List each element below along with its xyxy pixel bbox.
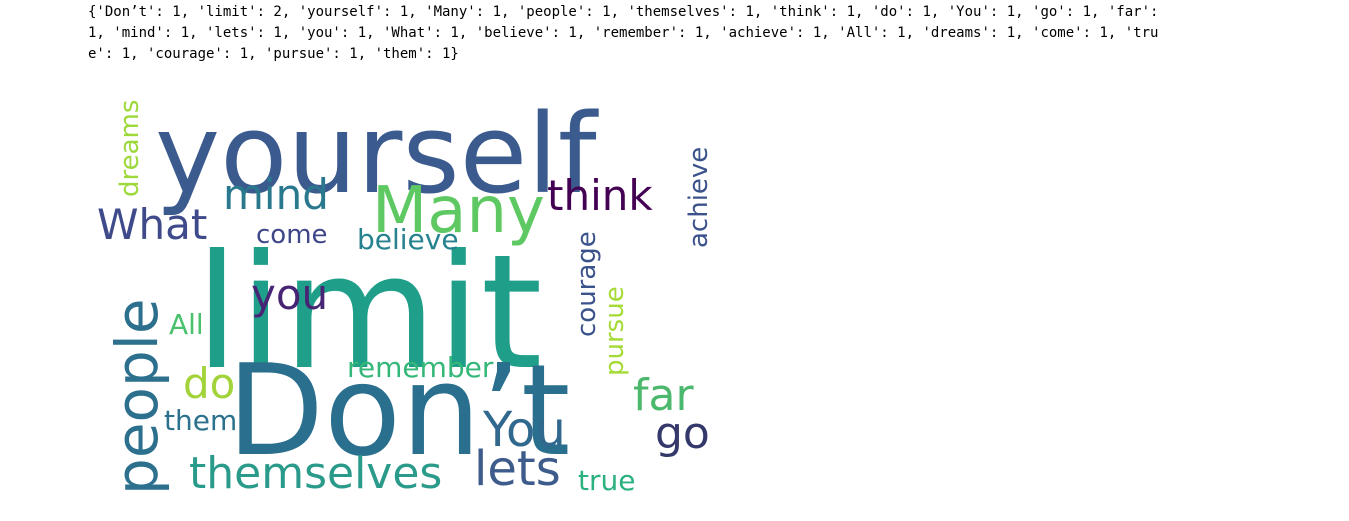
word-what: What xyxy=(97,200,207,249)
word-dont: Don’t xyxy=(227,337,570,484)
word-you: you xyxy=(251,270,328,319)
word-achieve: achieve xyxy=(684,147,714,248)
word-yourself: yourself xyxy=(155,90,599,218)
word-far: far xyxy=(633,370,694,421)
word-dreams: dreams xyxy=(115,100,145,197)
word-do: do xyxy=(183,359,235,408)
word-them: them xyxy=(164,404,237,437)
word-cloud-svg: limit yourself Don’t Many themselves thi… xyxy=(97,90,714,499)
word-you-cap: You xyxy=(482,402,566,458)
output-line: 1, 'mind': 1, 'lets': 1, 'you': 1, 'What… xyxy=(88,25,1159,41)
word-pursue: pursue xyxy=(600,286,630,376)
word-go: go xyxy=(655,408,710,459)
word-lets: lets xyxy=(474,441,561,497)
word-think: think xyxy=(547,171,653,220)
cell-output-text: {'Don’t': 1, 'limit': 2, 'yourself': 1, … xyxy=(88,2,1328,65)
word-mind: mind xyxy=(223,170,329,219)
word-true: true xyxy=(578,464,635,497)
word-remember: remember xyxy=(347,351,494,384)
word-many: Many xyxy=(372,174,545,248)
word-all: All xyxy=(169,308,204,341)
word-come: come xyxy=(256,220,328,250)
word-people: people xyxy=(103,298,171,495)
word-believe: believe xyxy=(357,223,459,256)
word-themselves: themselves xyxy=(189,448,442,499)
word-courage: courage xyxy=(572,231,602,337)
word-limit: limit xyxy=(195,221,543,405)
output-line: {'Don’t': 1, 'limit': 2, 'yourself': 1, … xyxy=(88,4,1159,20)
output-line: e': 1, 'courage': 1, 'pursue': 1, 'them'… xyxy=(88,46,459,62)
word-cloud-image: limit yourself Don’t Many themselves thi… xyxy=(85,80,725,510)
